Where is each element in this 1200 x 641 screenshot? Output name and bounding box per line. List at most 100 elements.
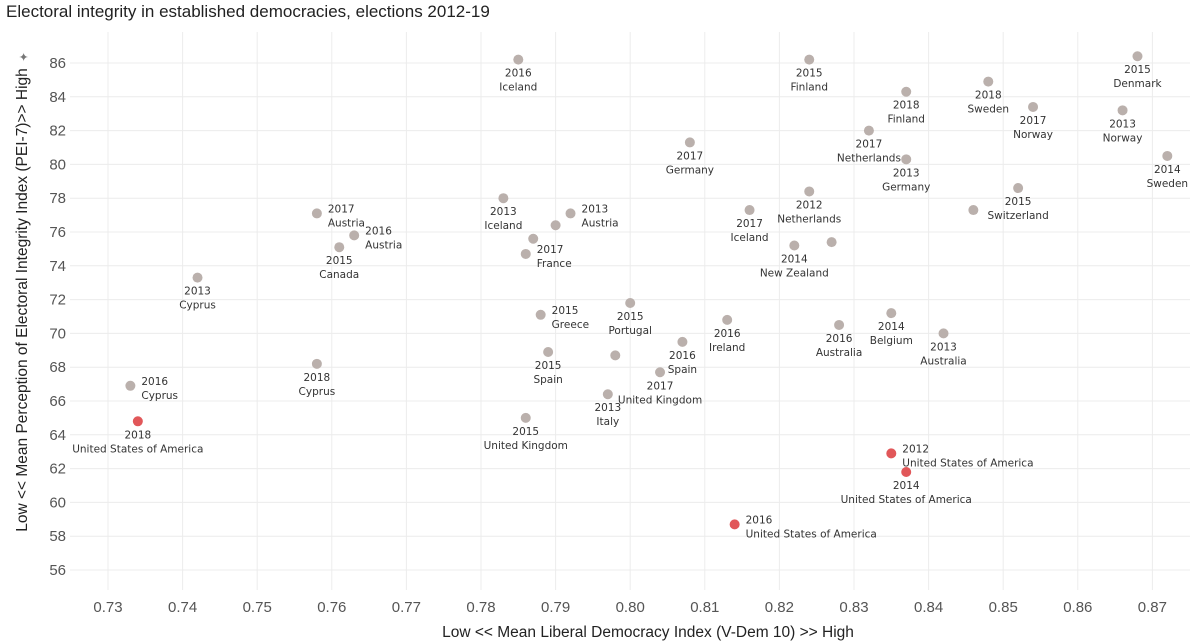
point-label-country: United Kingdom <box>484 440 568 452</box>
data-point[interactable] <box>610 350 621 361</box>
data-point[interactable] <box>1132 51 1143 62</box>
point-label-country: Italy <box>596 416 619 428</box>
data-point[interactable] <box>968 205 979 216</box>
point-label-country: United Kingdom <box>618 394 702 406</box>
y-axis-title: Low << Mean Perception of Electoral Inte… <box>14 68 31 532</box>
data-point[interactable] <box>513 54 524 65</box>
data-point[interactable] <box>1013 183 1024 194</box>
point-label-year: 2017 <box>1020 115 1047 127</box>
data-point[interactable] <box>1028 101 1039 112</box>
data-point[interactable] <box>655 367 666 378</box>
data-point[interactable] <box>1162 150 1173 161</box>
point-label-year: 2013 <box>582 203 609 215</box>
data-point[interactable] <box>744 205 755 216</box>
point-label-year: 2015 <box>552 305 579 317</box>
point-label-year: 2017 <box>328 203 355 215</box>
point-label-country: Cyprus <box>299 386 336 398</box>
point-label-year: 2014 <box>878 321 905 333</box>
x-tick-label: 0.82 <box>765 599 794 616</box>
point-label-year: 2017 <box>647 380 674 392</box>
point-label-year: 2013 <box>1109 118 1136 130</box>
data-point[interactable] <box>565 208 576 219</box>
data-point[interactable] <box>625 297 636 308</box>
point-label-year: 2017 <box>537 244 564 256</box>
data-point[interactable] <box>684 137 695 148</box>
data-point[interactable] <box>804 186 815 197</box>
x-tick-label: 0.73 <box>93 599 122 616</box>
y-tick-label: 74 <box>49 258 66 275</box>
data-point[interactable] <box>901 466 912 477</box>
point-label-year: 2018 <box>893 100 920 112</box>
data-point[interactable] <box>535 309 546 320</box>
y-tick-label: 62 <box>49 461 66 478</box>
point-label-year: 2018 <box>304 372 331 384</box>
data-point[interactable] <box>311 358 322 369</box>
data-point[interactable] <box>901 86 912 97</box>
data-point[interactable] <box>192 272 203 283</box>
data-point[interactable] <box>938 328 949 339</box>
y-tick-label: 86 <box>49 55 66 72</box>
point-label-country: United States of America <box>902 457 1033 469</box>
point-label-country: Netherlands <box>837 153 901 165</box>
point-label-year: 2014 <box>781 254 808 266</box>
y-tick-label: 64 <box>49 427 66 444</box>
data-point[interactable] <box>125 380 136 391</box>
point-label-country: Iceland <box>731 232 769 244</box>
point-label-year: 2012 <box>796 199 823 211</box>
point-label-country: Cyprus <box>179 300 216 312</box>
data-point[interactable] <box>729 519 740 530</box>
data-point[interactable] <box>349 230 360 241</box>
data-point[interactable] <box>543 346 554 357</box>
x-tick-label: 0.87 <box>1138 599 1167 616</box>
point-label-country: Spain <box>533 374 562 386</box>
data-point[interactable] <box>789 240 800 251</box>
data-point[interactable] <box>498 193 509 204</box>
data-point[interactable] <box>983 76 994 87</box>
point-label-year: 2013 <box>893 167 920 179</box>
data-point[interactable] <box>722 314 733 325</box>
point-label-year: 2016 <box>746 514 773 526</box>
point-label-country: Greece <box>552 319 589 331</box>
data-point[interactable] <box>804 54 815 65</box>
y-tick-label: 76 <box>49 224 66 241</box>
data-point[interactable] <box>520 412 531 423</box>
data-point[interactable] <box>886 448 897 459</box>
data-point[interactable] <box>132 416 143 427</box>
data-point[interactable] <box>826 237 837 248</box>
point-label-year: 2015 <box>326 255 353 267</box>
data-point[interactable] <box>886 308 897 319</box>
pin-icon[interactable]: ✦ <box>17 52 31 62</box>
data-point[interactable] <box>677 336 688 347</box>
point-label-year: 2015 <box>1124 64 1151 76</box>
y-tick-label: 82 <box>49 123 66 140</box>
data-point[interactable] <box>520 248 531 259</box>
data-point[interactable] <box>602 389 613 400</box>
y-tick-label: 72 <box>49 292 66 309</box>
point-label-country: Austria <box>582 217 619 229</box>
point-label-country: Norway <box>1013 129 1053 141</box>
point-label-year: 2015 <box>535 360 562 372</box>
point-label-country: Ireland <box>709 342 745 354</box>
x-tick-label: 0.75 <box>243 599 272 616</box>
point-label-year: 2015 <box>796 68 823 80</box>
point-label-year: 2014 <box>1154 164 1181 176</box>
axis-ticks: 0.73 0.74 0.75 0.76 0.77 0.78 0.79 0.80 0.81 0.82… <box>49 55 1167 616</box>
point-label-country: New Zealand <box>760 268 829 280</box>
data-point[interactable] <box>901 154 912 165</box>
data-point[interactable] <box>834 319 845 330</box>
x-tick-label: 0.83 <box>839 599 868 616</box>
point-label-country: Sweden <box>968 104 1010 116</box>
data-point[interactable] <box>528 233 539 244</box>
data-point[interactable] <box>1117 105 1128 116</box>
y-tick-label: 60 <box>49 494 66 511</box>
data-point[interactable] <box>334 242 345 253</box>
data-point[interactable] <box>311 208 322 219</box>
point-label-year: 2018 <box>124 429 151 441</box>
point-label-year: 2016 <box>826 333 853 345</box>
point-label-country: Austria <box>328 217 365 229</box>
point-label-year: 2013 <box>930 341 957 353</box>
data-point[interactable] <box>863 125 874 136</box>
point-label-country: Australia <box>920 355 966 367</box>
data-point[interactable] <box>550 220 561 231</box>
x-tick-label: 0.78 <box>466 599 495 616</box>
